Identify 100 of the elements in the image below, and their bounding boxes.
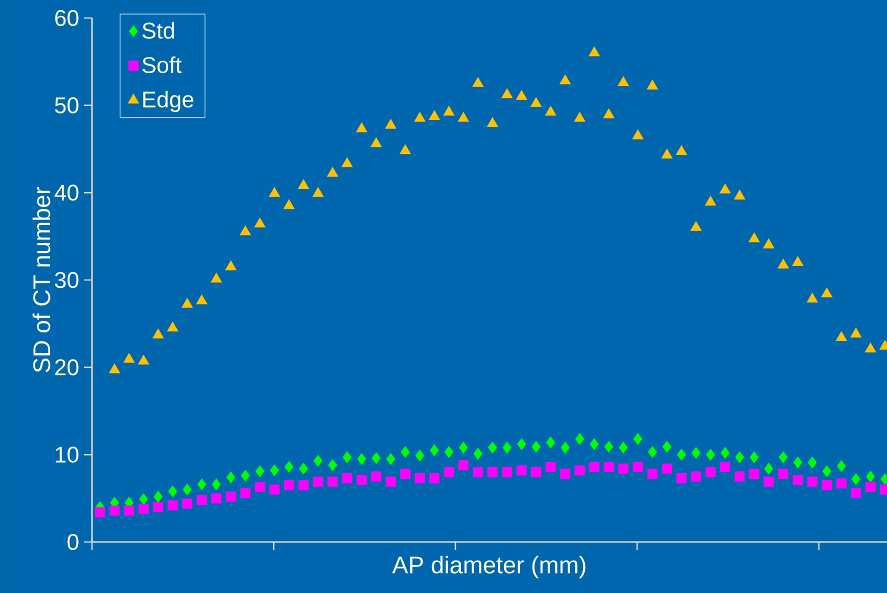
point: [806, 292, 818, 303]
point: [314, 454, 323, 467]
point: [94, 507, 106, 518]
point: [530, 97, 542, 107]
point: [488, 442, 497, 454]
point: [385, 119, 396, 129]
point: [764, 462, 774, 475]
point: [778, 451, 788, 464]
point: [604, 440, 614, 453]
point: [734, 190, 746, 200]
point: [270, 464, 279, 476]
point: [748, 232, 760, 242]
point: [372, 452, 381, 464]
point: [284, 461, 294, 473]
point: [138, 504, 149, 514]
point: [182, 498, 192, 509]
point: [676, 145, 688, 155]
point: [428, 110, 440, 120]
point: [167, 322, 178, 332]
point: [516, 465, 527, 476]
point: [357, 453, 366, 465]
point: [632, 462, 643, 472]
point: [560, 74, 571, 84]
point: [589, 462, 600, 472]
point: [474, 448, 482, 460]
point: [836, 460, 846, 472]
point: [472, 467, 484, 478]
point: [153, 502, 164, 512]
point: [312, 476, 324, 487]
point: [182, 484, 192, 496]
point: [138, 354, 150, 365]
point: [501, 88, 513, 98]
point: [618, 76, 629, 86]
point: [124, 505, 134, 516]
point: [328, 459, 338, 472]
point: [458, 442, 468, 454]
point: [851, 473, 860, 485]
point: [865, 482, 876, 492]
point: [196, 294, 208, 304]
point: [415, 450, 424, 462]
point: [240, 470, 250, 482]
point: [212, 478, 221, 490]
point: [327, 167, 338, 177]
point: [486, 117, 498, 128]
point: [560, 468, 570, 479]
point: [400, 144, 411, 154]
point: [124, 353, 135, 363]
point: [226, 492, 236, 502]
y-axis-title: SD of CT number: [32, 187, 50, 372]
point: [328, 476, 338, 487]
point: [734, 471, 745, 482]
legend-label: Soft: [142, 56, 182, 74]
point: [312, 187, 324, 197]
point: [618, 464, 628, 474]
y-tick-label: 0: [68, 534, 78, 550]
point: [458, 112, 470, 122]
point: [371, 471, 382, 482]
point: [154, 490, 163, 502]
y-tick-label: 30: [54, 272, 78, 288]
point: [822, 465, 832, 478]
point: [792, 474, 803, 486]
point: [152, 328, 164, 338]
point: [618, 442, 628, 454]
point: [197, 478, 206, 490]
point: [414, 112, 426, 122]
point: [531, 467, 542, 478]
point: [211, 493, 222, 504]
point: [502, 467, 512, 478]
point: [778, 468, 788, 479]
point: [400, 446, 410, 458]
point: [108, 364, 120, 374]
point: [182, 298, 193, 308]
point: [720, 447, 730, 459]
legend-label: Edge: [143, 90, 194, 112]
point: [735, 451, 744, 464]
point: [516, 90, 528, 100]
point: [763, 238, 774, 248]
point: [298, 480, 309, 490]
point: [604, 462, 614, 472]
point: [692, 447, 700, 459]
point: [414, 473, 425, 484]
point: [574, 112, 586, 122]
point: [109, 505, 120, 516]
point: [749, 468, 760, 479]
point: [750, 451, 759, 464]
point: [764, 476, 774, 487]
point: [676, 473, 687, 484]
y-tick-label: 20: [55, 359, 78, 376]
point: [647, 468, 658, 479]
point: [792, 256, 804, 266]
y-tick-label: 40: [54, 184, 78, 201]
point: [532, 440, 541, 453]
point: [850, 488, 862, 498]
point: [836, 478, 846, 489]
point: [342, 473, 352, 484]
point: [444, 446, 454, 458]
point: [690, 221, 702, 231]
point: [269, 484, 280, 495]
point: [808, 456, 817, 468]
point: [240, 488, 250, 498]
